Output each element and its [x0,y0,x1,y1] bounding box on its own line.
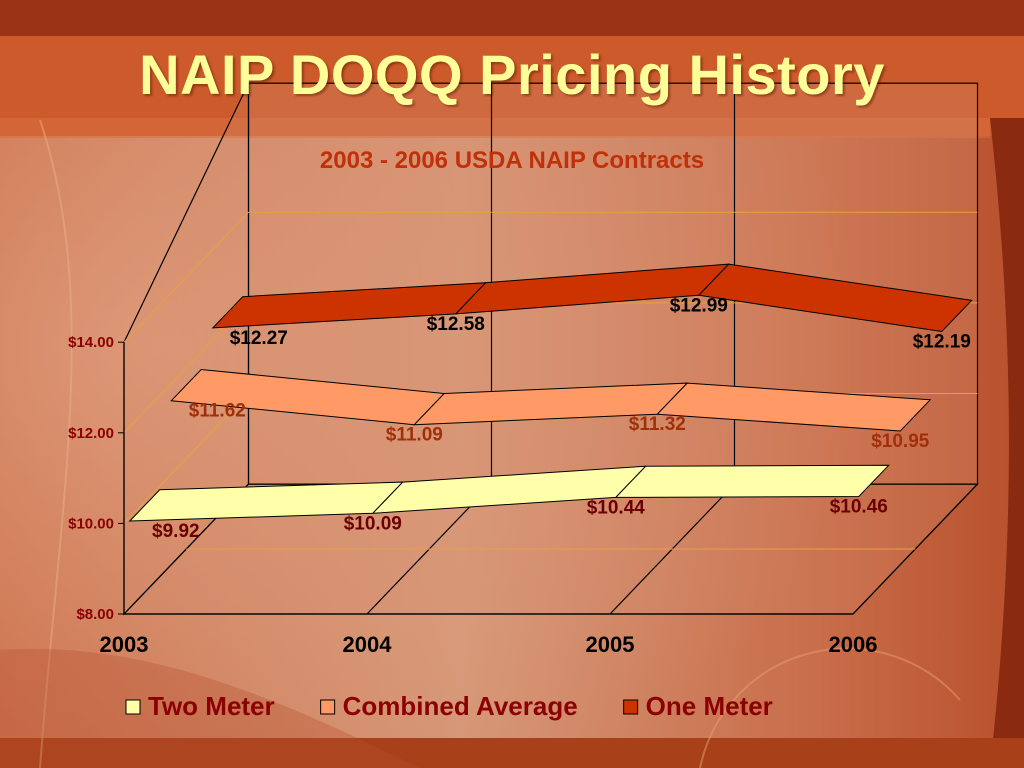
data-label: $10.44 [587,497,646,518]
data-label: $12.19 [913,332,971,353]
data-label: $11.32 [629,414,686,435]
legend-label: One Meter [646,691,773,721]
legend-swatch [623,699,639,715]
data-label: $12.99 [670,295,728,316]
slide-title: NAIP DOQQ Pricing History [139,43,885,106]
legend-label: Combined Average [343,691,578,721]
y-tick-label: $14.00 [68,334,114,351]
data-label: $10.46 [830,497,888,518]
legend-swatch [125,699,141,715]
ribbon-segment-combined-average [656,382,932,432]
legend-swatch [320,699,336,715]
data-label: $10.09 [344,513,402,534]
data-label: $11.09 [386,425,443,446]
data-label: $12.58 [427,314,485,335]
data-label: $10.95 [871,431,930,452]
chart-title: 2003 - 2006 USDA NAIP Contracts [320,147,704,174]
y-tick-label: $12.00 [68,425,114,442]
data-label: $9.92 [152,521,200,542]
x-tick-label: 2004 [343,632,393,657]
x-tick-label: 2005 [586,632,635,657]
y-tick-label: $8.00 [76,606,114,623]
value-gridline [123,211,978,343]
ribbon-segment-one-meter [697,263,973,333]
chart-series-group [128,263,973,522]
data-label: $11.62 [189,401,246,422]
ribbon-segment-two-meter [614,464,890,498]
chart-labels-group: $8.00 $10.00 $12.00 $14.00 2003 2004 2005 2006 $… [68,295,971,657]
chart-legend: Two Meter Combined Average One Meter [125,691,773,721]
data-label: $12.27 [230,328,288,349]
x-tick-label: 2003 [100,632,149,657]
x-tick-label: 2006 [829,632,878,657]
legend-label: Two Meter [148,691,275,721]
y-tick-label: $10.00 [68,515,114,532]
